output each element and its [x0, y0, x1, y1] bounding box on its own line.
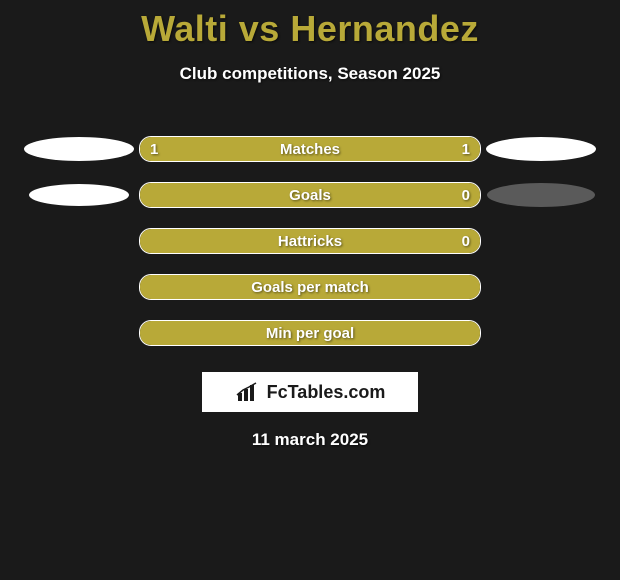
- comparison-card: Walti vs Hernandez Club competitions, Se…: [0, 0, 620, 580]
- stat-row: Goals per match: [0, 264, 620, 310]
- logo-box: FcTables.com: [202, 372, 418, 412]
- stat-bar: Goals per match: [139, 274, 481, 300]
- left-slot: [19, 184, 139, 206]
- stat-row: Min per goal: [0, 310, 620, 356]
- stat-rows: 1Matches1Goals0Hattricks0Goals per match…: [0, 126, 620, 356]
- stat-bar: Min per goal: [139, 320, 481, 346]
- date-text: 11 march 2025: [0, 430, 620, 450]
- subtitle: Club competitions, Season 2025: [0, 64, 620, 84]
- right-slot: [481, 183, 601, 207]
- stat-bar: Goals0: [139, 182, 481, 208]
- bar-label: Goals: [140, 183, 480, 207]
- left-slot: [19, 137, 139, 161]
- right-ellipse: [487, 183, 595, 207]
- page-title: Walti vs Hernandez: [0, 0, 620, 50]
- stat-row: 1Matches1: [0, 126, 620, 172]
- stat-bar: 1Matches1: [139, 136, 481, 162]
- stat-row: Goals0: [0, 172, 620, 218]
- stat-bar: Hattricks0: [139, 228, 481, 254]
- bar-label: Goals per match: [140, 275, 480, 299]
- bar-label: Min per goal: [140, 321, 480, 345]
- left-ellipse: [24, 137, 134, 161]
- bar-value-right: 1: [462, 137, 470, 161]
- right-ellipse: [486, 137, 596, 161]
- stat-row: Hattricks0: [0, 218, 620, 264]
- logo-text: FcTables.com: [267, 382, 386, 403]
- bar-chart-icon: [235, 381, 261, 403]
- left-ellipse: [29, 184, 129, 206]
- bar-label: Hattricks: [140, 229, 480, 253]
- bar-value-right: 0: [462, 183, 470, 207]
- right-slot: [481, 137, 601, 161]
- bar-label: Matches: [140, 137, 480, 161]
- bar-value-right: 0: [462, 229, 470, 253]
